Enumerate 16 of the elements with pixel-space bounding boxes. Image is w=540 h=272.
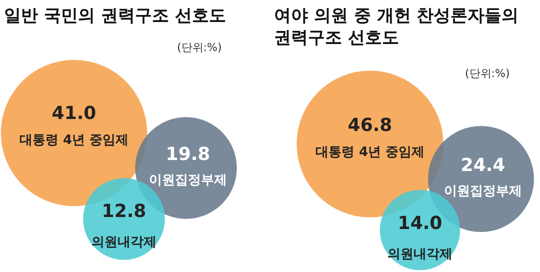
category-label: 대통령 4년 중임제 (19, 133, 129, 148)
category-label: 이원집정부제 (444, 184, 522, 199)
data-label: 41.0 (52, 103, 96, 124)
category-label: 대통령 4년 중임제 (315, 145, 425, 160)
category-label: 의원내각제 (388, 247, 452, 262)
data-label: 14.0 (398, 213, 442, 234)
text: (단위:%) (177, 41, 222, 54)
text: 일반 국민의 권력구조 선호도 (4, 6, 226, 26)
data-label: 24.4 (460, 155, 506, 176)
data-label: 19.8 (166, 144, 210, 165)
text: (단위:%) (465, 67, 510, 80)
text: 여야 의원 중 개헌 찬성론자들의 권력구조 선호도 (274, 6, 519, 48)
category-label: 의원내각제 (92, 235, 156, 250)
data-label: 12.8 (102, 201, 146, 222)
data-label: 46.8 (348, 115, 392, 136)
category-label: 이원집정부제 (149, 173, 227, 188)
